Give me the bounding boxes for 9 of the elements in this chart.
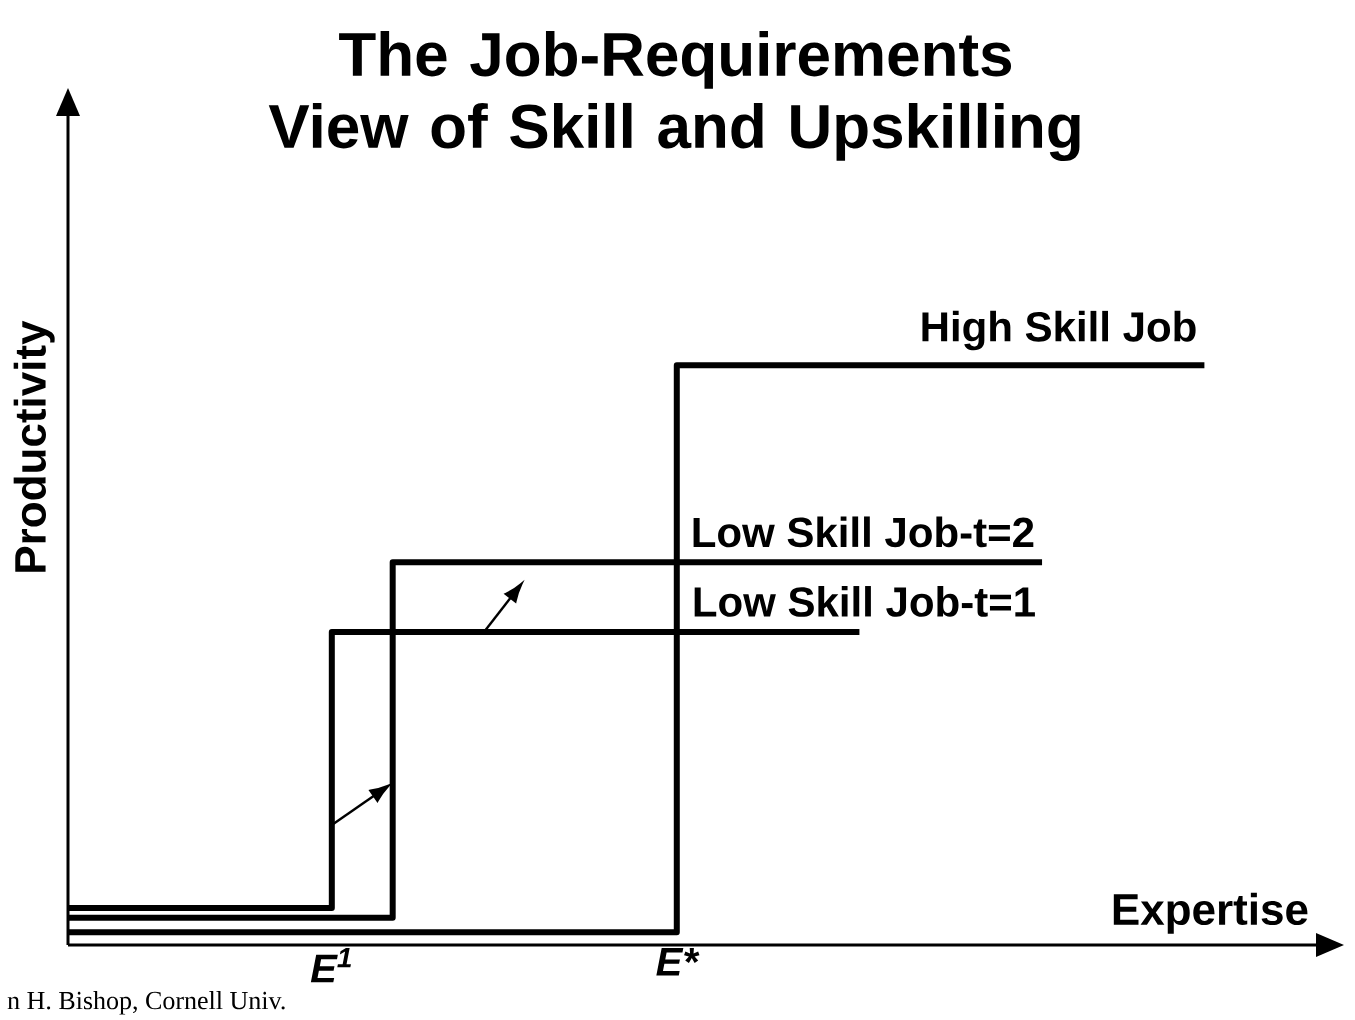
x-tick-label: E$^{1}$	[310, 948, 351, 983]
y-axis-title: Productivity	[13, 320, 55, 572]
series-label: High Skill Job	[922, 310, 1196, 351]
x-tick-label: E*	[656, 948, 700, 976]
chart-title: The Job-Requirements View of Skill and Upskilling	[268, 30, 1080, 162]
x-axis-title: Expertise	[1113, 892, 1308, 934]
series-label: Low Skill Job-t=1	[694, 586, 1035, 617]
text: n H. Bishop, Cornell Univ.	[7, 991, 285, 1015]
series-label: Low Skill Job-t=2	[693, 516, 1034, 548]
